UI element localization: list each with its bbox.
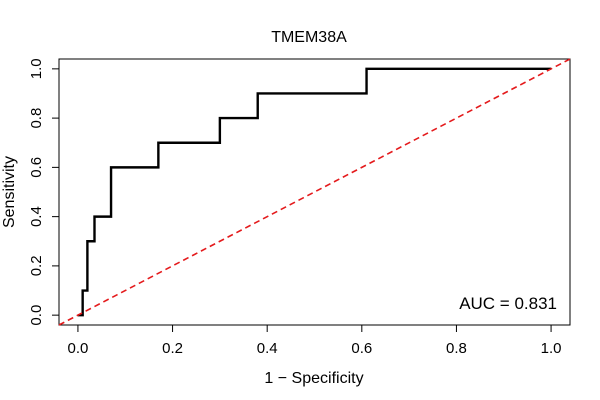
y-tick-label: 0.4 [28,206,45,227]
y-axis-title: Sensitivity [1,156,18,228]
y-axis: 0.0 0.2 0.4 0.6 0.8 1.0 [28,58,59,326]
x-tick-label: 0.8 [446,340,467,357]
reference-diagonal-line [58,58,571,326]
x-tick-label: 0.2 [162,340,183,357]
x-axis-title: 1 − Specificity [264,370,363,387]
x-tick-label: 0.6 [351,340,372,357]
y-tick-label: 0.8 [28,108,45,129]
y-tick-label: 0.0 [28,305,45,326]
auc-annotation: AUC = 0.831 [459,294,557,313]
x-tick-label: 1.0 [541,340,562,357]
roc-curve-line [77,67,552,317]
plot-frame [58,58,571,326]
x-tick-label: 0.0 [67,340,88,357]
series-layer [58,58,571,326]
y-tick-label: 1.0 [28,58,45,79]
x-tick-label: 0.4 [257,340,278,357]
chart-title: TMEM38A [271,29,347,46]
x-axis: 0.0 0.2 0.4 0.6 0.8 1.0 [67,325,562,357]
y-tick-label: 0.2 [28,255,45,276]
y-tick-label: 0.6 [28,157,45,178]
